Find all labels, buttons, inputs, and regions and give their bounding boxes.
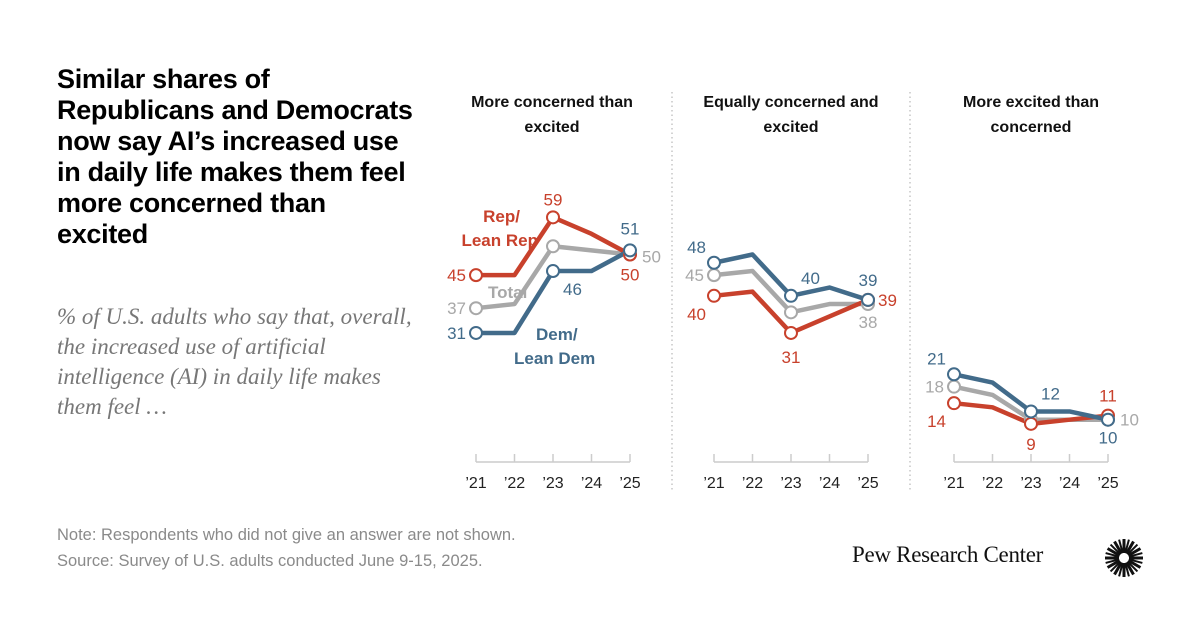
x-tick-label: ’21 (465, 475, 486, 492)
data-point-dem (1101, 412, 1115, 427)
note-text: Note: Respondents who did not give an an… (57, 526, 516, 544)
data-point-rep (546, 210, 560, 225)
x-tick-label: ’24 (1059, 475, 1080, 492)
series-label-rep: Rep/ (483, 207, 520, 226)
data-point-total (707, 268, 721, 283)
data-point-dem (707, 255, 721, 270)
data-label-dem: 21 (927, 349, 946, 368)
data-label-dem: 31 (447, 324, 466, 343)
x-tick-label: ’24 (581, 475, 602, 492)
data-point-rep (469, 268, 483, 283)
data-label-dem: 12 (1041, 384, 1060, 403)
data-label-total: 37 (447, 299, 466, 318)
data-label-rep: 50 (621, 266, 640, 285)
data-point-total (546, 239, 560, 254)
chart-subtitle: % of U.S. adults who say that, overall, … (57, 304, 412, 419)
data-point-dem (784, 288, 798, 303)
data-point-rep (1024, 416, 1038, 431)
data-label-total: 50 (642, 248, 661, 267)
x-tick-label: ’25 (619, 475, 640, 492)
series-label-rep: Lean Rep (461, 231, 538, 250)
data-label-rep: 9 (1026, 435, 1035, 454)
x-tick-label: ’22 (742, 475, 763, 492)
panel-title-excited: More excited than concerned (962, 94, 1100, 136)
series-label-total: Total (488, 283, 527, 302)
data-point-dem (546, 264, 560, 279)
pew-logo-text: Pew Research Center (852, 542, 1044, 567)
data-label-rep: 14 (927, 412, 946, 431)
data-point-rep (947, 396, 961, 411)
data-point-dem (623, 243, 637, 258)
x-tick-label: ’25 (1097, 475, 1118, 492)
data-label-total: 10 (1120, 411, 1139, 430)
x-tick-label: ’25 (857, 475, 878, 492)
source-text: Source: Survey of U.S. adults conducted … (57, 552, 483, 570)
panel-title-equal: Equally concerned and excited (703, 94, 879, 136)
data-label-rep: 31 (782, 348, 801, 367)
series-label-dem: Dem/ (536, 325, 578, 344)
data-label-rep: 59 (544, 190, 563, 209)
pew-sunburst-icon (1105, 539, 1143, 577)
data-label-dem: 51 (621, 219, 640, 238)
x-tick-label: ’23 (542, 475, 563, 492)
x-tick-label: ’23 (1020, 475, 1041, 492)
chart-title: Similar shares of Republicans and Democr… (57, 64, 413, 249)
data-label-rep: 40 (687, 305, 706, 324)
x-tick-label: ’21 (943, 475, 964, 492)
data-label-dem: 48 (687, 238, 706, 257)
data-label-total: 18 (925, 378, 944, 397)
data-label-dem: 39 (859, 271, 878, 290)
x-tick-label: ’23 (780, 475, 801, 492)
data-label-total: 38 (859, 313, 878, 332)
data-label-rep: 39 (878, 291, 897, 310)
data-point-rep (784, 325, 798, 340)
data-label-dem: 46 (563, 280, 582, 299)
data-point-dem (469, 325, 483, 340)
data-label-dem: 10 (1099, 429, 1118, 448)
data-point-rep (707, 288, 721, 303)
notes: Note: Respondents who did not give an an… (57, 522, 516, 574)
data-point-total (469, 301, 483, 316)
data-point-dem (861, 292, 875, 307)
data-label-rep: 11 (1099, 387, 1117, 406)
x-tick-label: ’21 (703, 475, 724, 492)
x-tick-label: ’22 (504, 475, 525, 492)
panel-title-concerned: More concerned than excited (471, 94, 633, 136)
x-tick-label: ’24 (819, 475, 840, 492)
x-tick-label: ’22 (982, 475, 1003, 492)
data-point-total (784, 305, 798, 320)
data-label-rep: 45 (447, 266, 466, 285)
data-point-dem (947, 367, 961, 382)
data-label-dem: 40 (801, 269, 820, 288)
data-label-total: 45 (685, 266, 704, 285)
data-point-total (947, 379, 961, 394)
series-label-dem: Lean Dem (514, 349, 595, 368)
data-point-dem (1024, 404, 1038, 419)
